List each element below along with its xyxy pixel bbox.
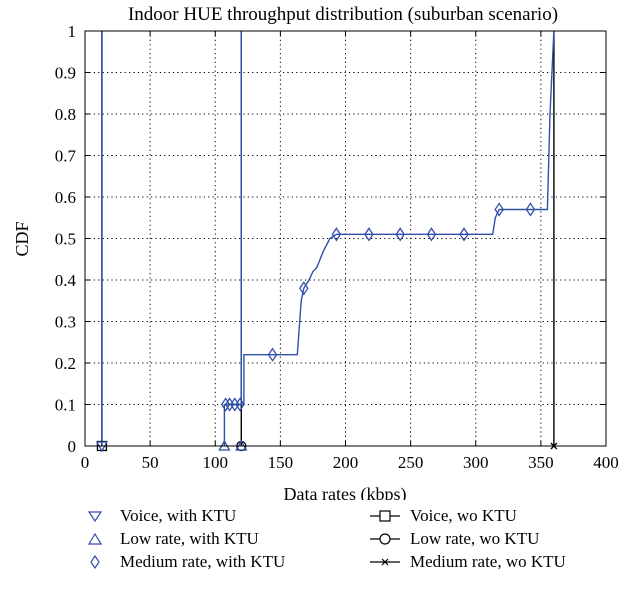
data-series	[95, 30, 558, 453]
y-tick-label: 0.2	[55, 354, 76, 373]
y-tick-label: 0.9	[55, 64, 76, 83]
data-point-diamond	[426, 227, 437, 242]
x-tick-label: 150	[268, 453, 294, 472]
triangle-down-icon	[78, 508, 112, 524]
y-tick-label: 0.4	[55, 271, 77, 290]
legend-label: Low rate, wo KTU	[410, 529, 540, 548]
y-tick-label: 0.1	[55, 396, 76, 415]
data-point-diamond	[267, 347, 278, 362]
y-tick-label: 1	[68, 22, 77, 41]
diamond-icon	[78, 554, 112, 570]
data-point-diamond	[235, 397, 245, 412]
x-line-icon	[368, 554, 402, 570]
legend-label: Voice, wo KTU	[410, 506, 517, 525]
x-tick-label: 350	[528, 453, 554, 472]
x-tick-label: 300	[463, 453, 489, 472]
y-axis-label: CDF	[12, 221, 32, 256]
y-tick-label: 0.5	[55, 230, 76, 249]
circle-line-icon	[368, 531, 402, 547]
cdf-chart: Indoor HUE throughput distribution (subu…	[12, 4, 619, 500]
data-point-diamond	[331, 227, 342, 242]
square-line-icon	[368, 508, 402, 524]
markers-diamond	[220, 202, 536, 412]
series-line	[225, 30, 555, 406]
x-tick-label: 50	[142, 453, 159, 472]
legend-label: Medium rate, with KTU	[120, 552, 286, 571]
data-point-diamond	[525, 202, 536, 217]
legend-label: Medium rate, wo KTU	[410, 552, 566, 571]
plot-frame	[84, 30, 607, 447]
legend-item: Low rate, wo KTU	[368, 528, 539, 550]
legend-label: Voice, with KTU	[120, 506, 237, 525]
y-tick-label: 0	[68, 437, 77, 456]
chart-legend: Voice, with KTU Low rate, with KTU Mediu…	[0, 503, 644, 613]
x-tick-label: 400	[593, 453, 619, 472]
x-axis-label: Data rates (kbps)	[284, 484, 407, 500]
data-point-diamond	[299, 281, 309, 296]
data-point-diamond	[459, 227, 469, 242]
legend-item: Voice, wo KTU	[368, 505, 517, 527]
legend-label: Low rate, with KTU	[120, 529, 259, 548]
legend-item: Voice, with KTU	[78, 505, 236, 527]
legend-item: Low rate, with KTU	[78, 528, 259, 550]
x-tick-label: 0	[81, 453, 90, 472]
y-tick-label: 0.8	[55, 105, 76, 124]
axis-ticks: 0 50 100 150 200 250 300 350 400 0 0.1 0.2 0.3 0.4 0.5…	[55, 22, 619, 472]
y-tick-label: 0.7	[55, 147, 77, 166]
data-point-diamond	[220, 397, 231, 412]
x-tick-label: 100	[203, 453, 229, 472]
legend-item: Medium rate, with KTU	[78, 551, 285, 573]
triangle-up-icon	[78, 531, 112, 547]
series-diamond	[225, 30, 555, 406]
y-tick-label: 0.6	[55, 188, 76, 207]
y-tick-label: 0.3	[55, 313, 76, 332]
data-point-diamond	[395, 227, 405, 242]
legend-item: Medium rate, wo KTU	[368, 551, 566, 573]
x-tick-label: 200	[333, 453, 359, 472]
grid-lines	[85, 31, 606, 446]
chart-title: Indoor HUE throughput distribution (subu…	[128, 4, 558, 25]
data-point-diamond	[494, 202, 504, 217]
x-tick-label: 250	[398, 453, 424, 472]
data-point-diamond	[364, 227, 374, 242]
